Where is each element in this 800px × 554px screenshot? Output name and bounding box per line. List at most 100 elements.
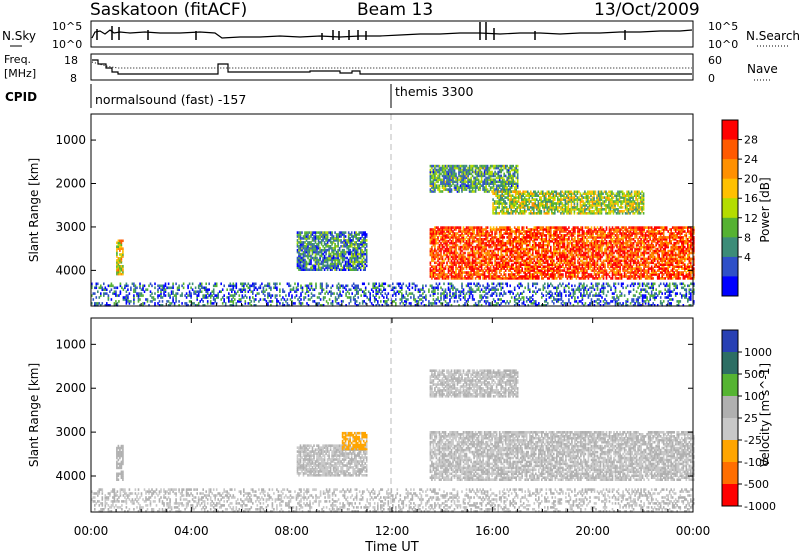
scatter-cell (688, 290, 691, 293)
scatter-cell (452, 269, 454, 272)
scatter-cell (258, 292, 260, 295)
scatter-cell (607, 247, 609, 251)
scatter-cell (551, 253, 554, 257)
scatter-cell (532, 273, 534, 276)
scatter-cell (185, 292, 188, 295)
scatter-cell (488, 267, 490, 270)
scatter-cell (486, 261, 489, 265)
scatter-cell (461, 253, 463, 257)
scatter-cell (518, 282, 520, 286)
scatter-cell (557, 300, 560, 303)
scatter-cell (518, 230, 520, 233)
scatter-cell (441, 228, 444, 231)
scatter-cell (317, 239, 320, 242)
scatter-cell (586, 257, 588, 261)
scatter-cell (462, 261, 465, 265)
scatter-cell (306, 288, 308, 291)
scatter-cell (498, 294, 501, 297)
scatter-cell (446, 243, 448, 247)
scatter-cell (208, 294, 210, 297)
scatter-cell (331, 243, 333, 246)
scatter-cell (607, 282, 609, 286)
scatter-cell (419, 298, 421, 301)
scatter-cell (652, 294, 654, 297)
scatter-cell (506, 249, 508, 253)
scatter-cell (280, 298, 283, 301)
scatter-cell (550, 259, 552, 263)
scatter-cell (527, 255, 529, 259)
scatter-cell (117, 268, 120, 272)
scatter-cell (486, 238, 489, 241)
scatter-cell (510, 249, 513, 253)
scatter-cell (322, 288, 325, 291)
scatter-cell (158, 300, 161, 303)
scatter-cell (450, 273, 453, 276)
scatter-cell (355, 246, 357, 250)
scatter-cell (170, 286, 173, 290)
scatter-cell (262, 292, 265, 295)
scatter-cell (206, 300, 209, 303)
scatter-cell (536, 304, 539, 307)
scatter-cell (519, 265, 522, 268)
scatter-cell (568, 300, 570, 303)
scatter-cell (497, 282, 499, 286)
scatter-cell (133, 298, 135, 301)
scatter-cell (595, 253, 597, 257)
scatter-cell (529, 257, 531, 261)
scatter-cell (334, 252, 336, 256)
scatter-cell (545, 294, 548, 297)
scatter-cell (535, 249, 537, 253)
scatter-cell (458, 294, 460, 297)
freq-unit-label: [MHz] (4, 67, 36, 80)
scatter-cell (434, 275, 436, 278)
scatter-cell (351, 292, 353, 295)
scatter-cell (200, 286, 203, 290)
scatter-cell (587, 226, 590, 229)
scatter-cell (378, 288, 381, 291)
scatter-cell (685, 296, 688, 299)
scatter-cell (524, 241, 526, 245)
scatter-cell (513, 226, 516, 229)
scatter-cell (583, 261, 585, 265)
scatter-cell (172, 300, 174, 303)
scatter-cell (447, 234, 450, 237)
scatter-cell (527, 267, 529, 270)
scatter-cell (310, 266, 312, 270)
scatter-cell (352, 286, 355, 290)
scatter-cell (328, 290, 331, 293)
scatter-cell (458, 234, 460, 237)
scatter-cell (500, 245, 502, 249)
scatter-cell (306, 284, 308, 288)
scatter-cell (462, 290, 465, 293)
scatter-cell (343, 256, 345, 260)
scatter-cell (252, 282, 254, 286)
scatter-cell (560, 255, 563, 259)
scatter-cell (527, 286, 530, 290)
scatter-cell (489, 249, 492, 253)
scatter-cell (533, 257, 536, 261)
scatter-cell (479, 275, 481, 278)
scatter-cell (550, 234, 552, 237)
scatter-cell (605, 275, 608, 278)
scatter-cell (453, 249, 456, 253)
scatter-cell (578, 247, 581, 251)
scatter-cell (568, 261, 570, 265)
scatter-cell (650, 294, 653, 297)
scatter-cell (440, 265, 442, 268)
scatter-cell (386, 296, 388, 299)
scatter-cell (173, 304, 176, 307)
scatter-cell (320, 231, 323, 234)
scatter-cell (352, 264, 354, 268)
scatter-cell (474, 253, 477, 257)
scatter-cell (586, 226, 588, 229)
scatter-cell (544, 304, 546, 307)
scatter-cell (513, 236, 516, 239)
scatter-cell (318, 302, 320, 305)
scatter-cell (164, 288, 167, 291)
scatter-cell (590, 228, 593, 231)
scatter-cell (547, 292, 549, 295)
scatter-cell (565, 234, 567, 237)
scatter-cell (610, 238, 612, 241)
scatter-cell (271, 300, 274, 303)
scatter-cell (256, 292, 259, 295)
